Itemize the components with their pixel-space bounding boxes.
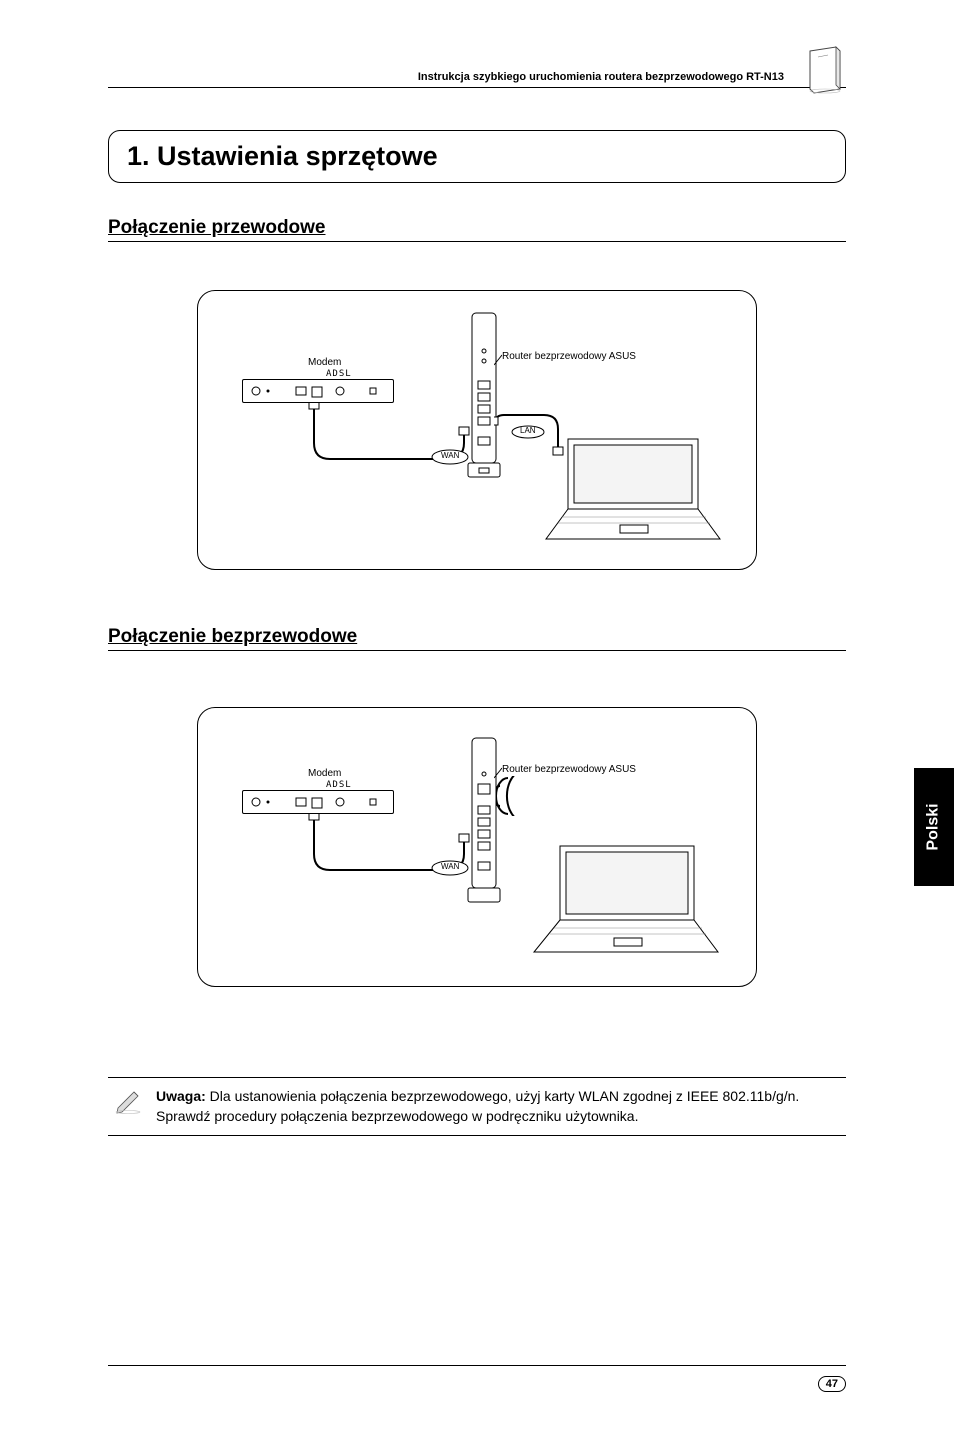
laptop-icon [538, 431, 728, 551]
router-thumbnail-icon [800, 41, 848, 97]
section-title: 1. Ustawienia sprzętowe [127, 141, 827, 172]
wan-label-2: WAN [441, 862, 459, 871]
wan-label: WAN [441, 451, 459, 460]
subsection-wireless-title: Połączenie bezprzewodowe [108, 626, 846, 651]
wifi-waves-icon [496, 776, 546, 816]
modem-brand: ADSL [326, 369, 352, 379]
note-pencil-icon [114, 1084, 144, 1119]
modem-label-2: Modem [308, 768, 341, 779]
page-header: Instrukcja szybkiego uruchomienia router… [108, 56, 846, 88]
page-number: 47 [818, 1376, 846, 1392]
section-title-box: 1. Ustawienia sprzętowe [108, 130, 846, 183]
note-label: Uwaga: [156, 1088, 206, 1104]
language-side-tab: Polski [914, 768, 954, 886]
router-label: Router bezprzewodowy ASUS [502, 351, 636, 362]
note-text: Uwaga: Dla ustanowienia połączenia bezpr… [156, 1086, 846, 1127]
wireless-diagram: Modem ADSL [197, 707, 757, 987]
note-body: Dla ustanowienia połączenia bezprzewodow… [156, 1088, 799, 1124]
header-title: Instrukcja szybkiego uruchomienia router… [418, 71, 784, 83]
subsection-wired: Połączenie przewodowe Modem ADSL [108, 217, 846, 570]
modem-brand-2: ADSL [326, 780, 352, 790]
language-label: Polski [925, 803, 943, 850]
wired-diagram: Modem ADSL [197, 290, 757, 570]
router-label-2: Router bezprzewodowy ASUS [502, 764, 636, 775]
page-footer: 47 [108, 1365, 846, 1392]
lan-label: LAN [520, 426, 536, 435]
note-block: Uwaga: Dla ustanowienia połączenia bezpr… [108, 1077, 846, 1136]
subsection-wired-title: Połączenie przewodowe [108, 217, 846, 242]
modem-label: Modem [308, 357, 341, 368]
laptop-icon-2 [526, 838, 726, 964]
subsection-wireless: Połączenie bezprzewodowe Modem ADSL [108, 626, 846, 987]
